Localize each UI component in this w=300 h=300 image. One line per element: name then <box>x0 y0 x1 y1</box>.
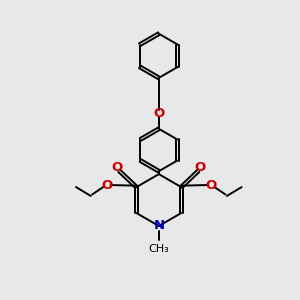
Text: O: O <box>205 179 216 192</box>
Text: O: O <box>112 160 123 174</box>
Text: N: N <box>153 220 164 232</box>
Text: O: O <box>153 107 164 120</box>
Text: O: O <box>195 160 206 174</box>
Text: O: O <box>101 179 112 192</box>
Text: CH₃: CH₃ <box>148 244 169 254</box>
